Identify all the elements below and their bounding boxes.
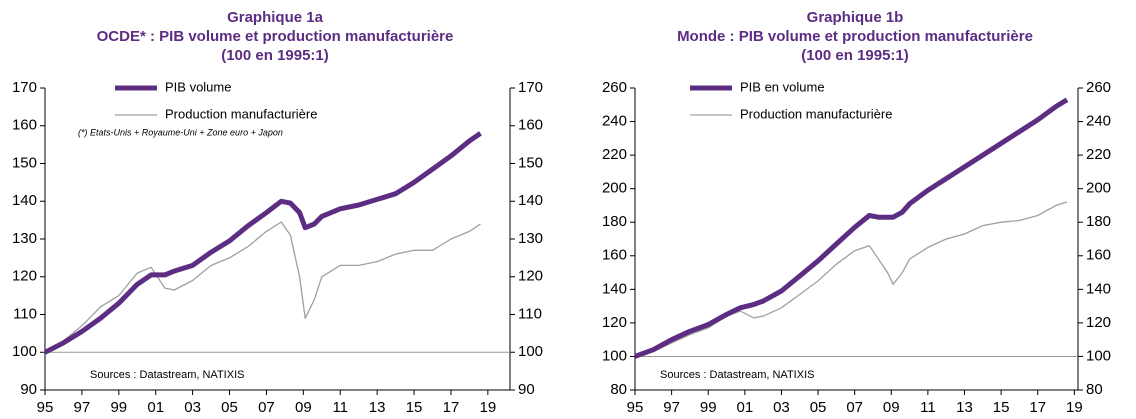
- x-tick-label: 17: [1029, 399, 1046, 416]
- y-tick-label: 80: [610, 381, 627, 398]
- x-tick-label: 17: [443, 399, 460, 416]
- series-line: [43, 131, 482, 355]
- x-tick-label: 01: [736, 399, 753, 416]
- y-tick-label: 140: [12, 192, 37, 209]
- y2-tick-label: 80: [1086, 381, 1103, 398]
- legend-label: Production manufacturière: [740, 106, 892, 121]
- y-tick-label: 90: [20, 381, 37, 398]
- x-tick-label: 07: [846, 399, 863, 416]
- y-tick-label: 170: [12, 79, 37, 96]
- legend-label: PIB volume: [165, 79, 231, 94]
- y-tick-label: 180: [602, 213, 627, 230]
- y2-tick-label: 150: [518, 154, 543, 171]
- y2-tick-label: 200: [1086, 180, 1111, 197]
- chart-title: OCDE* : PIB volume et production manufac…: [97, 28, 454, 45]
- x-tick-label: 13: [369, 399, 386, 416]
- x-tick-label: 19: [1066, 399, 1083, 416]
- chart-title: Monde : PIB volume et production manufac…: [677, 28, 1033, 45]
- y-tick-label: 120: [602, 314, 627, 331]
- series-line: [44, 221, 481, 353]
- y2-tick-label: 240: [1086, 113, 1111, 130]
- y2-tick-label: 120: [518, 268, 543, 285]
- x-tick-label: 97: [74, 399, 91, 416]
- y-tick-label: 160: [602, 247, 627, 264]
- series-line: [634, 201, 1068, 358]
- y2-tick-label: 170: [518, 79, 543, 96]
- y-tick-label: 120: [12, 268, 37, 285]
- y-tick-label: 100: [602, 347, 627, 364]
- x-tick-label: 09: [295, 399, 312, 416]
- y2-tick-label: 180: [1086, 213, 1111, 230]
- y-tick-label: 140: [602, 280, 627, 297]
- x-tick-label: 13: [956, 399, 973, 416]
- x-tick-label: 95: [37, 399, 54, 416]
- y2-tick-label: 90: [518, 381, 535, 398]
- x-tick-label: 05: [221, 399, 238, 416]
- y-tick-label: 100: [12, 343, 37, 360]
- y-tick-label: 220: [602, 146, 627, 163]
- y2-tick-label: 160: [518, 117, 543, 134]
- x-tick-label: 19: [480, 399, 497, 416]
- legend-label: Production manufacturière: [165, 106, 317, 121]
- y2-tick-label: 120: [1086, 314, 1111, 331]
- x-tick-label: 09: [883, 399, 900, 416]
- y2-tick-label: 220: [1086, 146, 1111, 163]
- x-tick-label: 15: [406, 399, 423, 416]
- x-tick-label: 95: [627, 399, 644, 416]
- y-tick-label: 110: [13, 305, 37, 322]
- series-line: [634, 97, 1069, 359]
- y-tick-label: 200: [602, 180, 627, 197]
- y2-tick-label: 100: [1086, 347, 1111, 364]
- chart-title: Graphique 1a: [227, 9, 324, 26]
- y-tick-label: 260: [602, 79, 627, 96]
- x-tick-label: 03: [184, 399, 201, 416]
- y-tick-label: 240: [602, 113, 627, 130]
- chart-title: (100 en 1995:1): [801, 47, 909, 64]
- source-note: Sources : Datastream, NATIXIS: [90, 369, 244, 381]
- x-tick-label: 07: [258, 399, 275, 416]
- y-tick-label: 150: [12, 154, 37, 171]
- chart-title: (100 en 1995:1): [221, 47, 329, 64]
- x-tick-label: 05: [810, 399, 827, 416]
- chart-title: Graphique 1b: [807, 9, 904, 26]
- source-note: Sources : Datastream, NATIXIS: [660, 369, 814, 381]
- y-tick-label: 160: [12, 117, 37, 134]
- legend-label: PIB en volume: [740, 79, 825, 94]
- x-tick-label: 97: [663, 399, 680, 416]
- y2-tick-label: 160: [1086, 247, 1111, 264]
- x-tick-label: 99: [700, 399, 717, 416]
- y2-tick-label: 130: [518, 230, 543, 247]
- x-tick-label: 11: [920, 399, 936, 416]
- y2-tick-label: 100: [518, 343, 543, 360]
- x-tick-label: 15: [993, 399, 1010, 416]
- x-tick-label: 01: [147, 399, 164, 416]
- x-tick-label: 03: [773, 399, 790, 416]
- x-tick-label: 99: [110, 399, 127, 416]
- footnote: (*) Etats-Unis + Royaume-Uni + Zone euro…: [78, 127, 283, 137]
- x-tick-label: 11: [332, 399, 348, 416]
- y2-tick-label: 140: [1086, 280, 1111, 297]
- y-tick-label: 130: [12, 230, 37, 247]
- y2-tick-label: 110: [518, 305, 542, 322]
- y2-tick-label: 140: [518, 192, 543, 209]
- y2-tick-label: 260: [1086, 79, 1111, 96]
